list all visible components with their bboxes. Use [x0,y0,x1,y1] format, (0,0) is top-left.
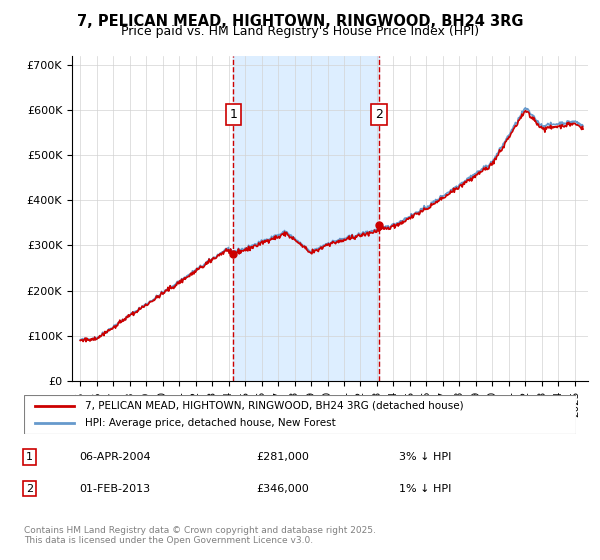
FancyBboxPatch shape [24,395,576,434]
Text: Contains HM Land Registry data © Crown copyright and database right 2025.
This d: Contains HM Land Registry data © Crown c… [24,526,376,545]
Text: 7, PELICAN MEAD, HIGHTOWN, RINGWOOD, BH24 3RG: 7, PELICAN MEAD, HIGHTOWN, RINGWOOD, BH2… [77,14,523,29]
Text: £346,000: £346,000 [256,484,308,493]
Text: 2: 2 [375,108,383,121]
Bar [233,56,379,381]
Text: 1: 1 [26,452,33,462]
Text: 01-FEB-2013: 01-FEB-2013 [79,484,151,493]
Text: 1% ↓ HPI: 1% ↓ HPI [400,484,452,493]
Text: HPI: Average price, detached house, New Forest: HPI: Average price, detached house, New … [85,418,335,428]
Text: 7, PELICAN MEAD, HIGHTOWN, RINGWOOD, BH24 3RG (detached house): 7, PELICAN MEAD, HIGHTOWN, RINGWOOD, BH2… [85,401,463,411]
Text: 06-APR-2004: 06-APR-2004 [79,452,151,462]
Text: 1: 1 [229,108,238,121]
Text: 3% ↓ HPI: 3% ↓ HPI [400,452,452,462]
Text: £281,000: £281,000 [256,452,309,462]
Text: Price paid vs. HM Land Registry's House Price Index (HPI): Price paid vs. HM Land Registry's House … [121,25,479,38]
Text: 2: 2 [26,484,33,493]
